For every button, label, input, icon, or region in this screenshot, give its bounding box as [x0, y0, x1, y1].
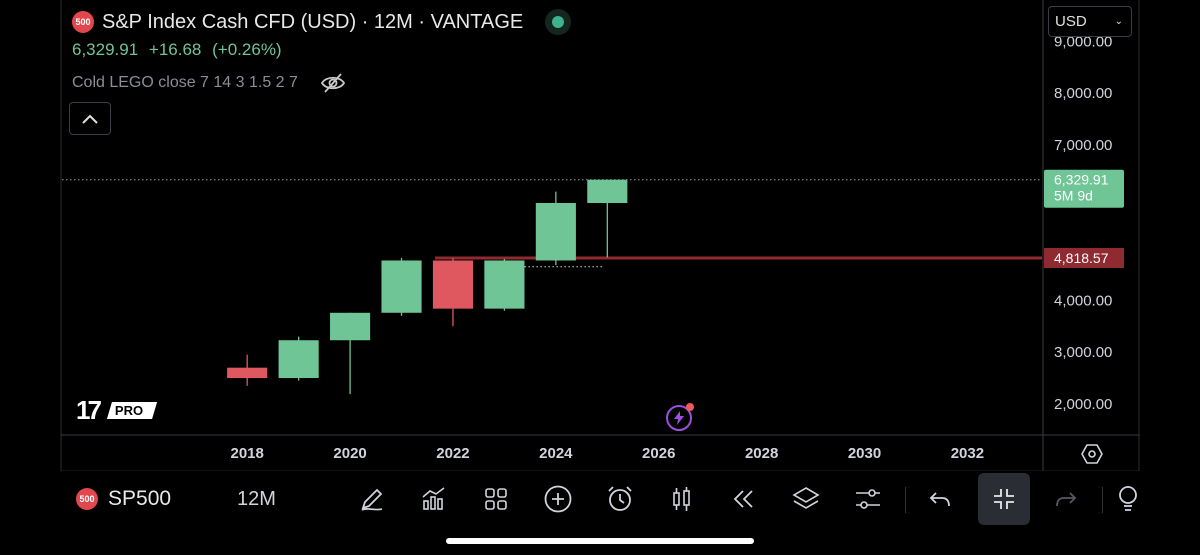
indicator-row[interactable]: Cold LEGO close 7 14 3 1.5 2 7 — [72, 70, 571, 96]
y-tick-label: 3,000.00 — [1054, 344, 1112, 361]
undo-icon[interactable] — [920, 481, 960, 517]
toolbar-separator-2 — [1102, 487, 1103, 513]
x-tick-label: 2032 — [951, 445, 984, 462]
market-status-icon[interactable] — [545, 9, 572, 35]
rewind-icon[interactable] — [724, 481, 764, 517]
x-tick-label: 2026 — [642, 445, 675, 462]
y-tick-label: 2,000.00 — [1054, 396, 1112, 413]
level-price-tag — [1044, 247, 1124, 268]
x-tick-label: 2030 — [848, 445, 881, 462]
currency-label: USD — [1055, 13, 1087, 30]
symbol-selector[interactable]: 500 SP500 — [76, 487, 171, 511]
x-tick-label: 2024 — [539, 445, 573, 462]
chevron-up-icon — [82, 114, 98, 124]
settings-hexagon-icon[interactable] — [1081, 443, 1103, 465]
last-price: 6,329.91 — [72, 40, 139, 59]
chart-title[interactable]: S&P Index Cash CFD (USD) · 12M · VANTAGE — [102, 10, 524, 33]
pencil-icon[interactable] — [352, 481, 392, 517]
y-tick-label: 9,000.00 — [1054, 33, 1112, 50]
eye-hidden-icon[interactable] — [320, 70, 346, 96]
chevron-down-icon: ⌄ — [1114, 16, 1123, 27]
y-tick-label: 8,000.00 — [1054, 85, 1112, 102]
candle-body — [227, 367, 268, 379]
idea-icon[interactable] — [1114, 481, 1140, 517]
price-change: +16.68 — [148, 40, 202, 59]
x-tick-label: 2020 — [333, 445, 366, 462]
candle-body — [330, 312, 371, 341]
add-icon[interactable] — [538, 481, 578, 517]
candles-icon[interactable] — [662, 481, 702, 517]
price-change-percent: (+0.26%) — [212, 40, 282, 59]
candle-body — [484, 260, 525, 309]
level-price-label: 4,818.57 — [1054, 250, 1109, 266]
last-price-label: 6,329.91 — [1054, 172, 1109, 188]
toolbar-separator — [905, 487, 906, 513]
symbol-badge: 500 — [72, 11, 94, 33]
chart-marks: 9,000.00 8,000.00 7,000.00 4,000.00 3,000.00… — [62, 33, 1124, 462]
pro-badge: PRO — [106, 402, 158, 419]
y-tick-label: 7,000.00 — [1054, 137, 1112, 154]
interval-selector[interactable]: 12M — [237, 488, 276, 510]
sliders-icon[interactable] — [848, 481, 888, 517]
candle-body — [535, 203, 576, 261]
candle-body — [432, 260, 474, 309]
chart-legend: 500 S&P Index Cash CFD (USD) · 12M · VAN… — [72, 8, 572, 96]
home-indicator — [446, 538, 754, 544]
x-tick-label: 2028 — [745, 445, 778, 462]
candle-body — [278, 340, 319, 379]
last-price-tag — [1044, 169, 1124, 208]
indicator-label: Cold LEGO close 7 14 3 1.5 2 7 — [72, 74, 298, 91]
y-tick-label: 4,000.00 — [1054, 292, 1112, 309]
currency-select[interactable]: USD ⌄ — [1048, 6, 1132, 37]
alarm-icon[interactable] — [600, 481, 640, 517]
tradingview-logo: 17 PRO — [76, 395, 158, 426]
lightning-icon[interactable] — [666, 403, 694, 431]
bolt-glyph-icon — [674, 411, 684, 425]
candle-body — [587, 179, 628, 203]
candle-body — [381, 260, 422, 313]
layers-icon[interactable] — [786, 481, 826, 517]
x-tick-label: 2022 — [436, 445, 469, 462]
bottom-toolbar: 500 SP500 12M — [62, 471, 1140, 527]
x-tick-label: 2018 — [231, 445, 264, 462]
collapse-icon[interactable] — [978, 473, 1030, 525]
indicators-icon[interactable] — [414, 481, 454, 517]
layouts-icon[interactable] — [476, 481, 516, 517]
toolbar-symbol: SP500 — [108, 487, 172, 510]
bar-countdown-label: 5M 9d — [1054, 188, 1093, 204]
redo-icon[interactable] — [1046, 481, 1086, 517]
collapse-legend-button[interactable] — [69, 102, 111, 135]
logo-mark: 17 — [76, 395, 102, 425]
price-row: 6,329.91 +16.68 (+0.26%) — [72, 40, 571, 60]
toolbar-symbol-badge: 500 — [76, 488, 98, 510]
